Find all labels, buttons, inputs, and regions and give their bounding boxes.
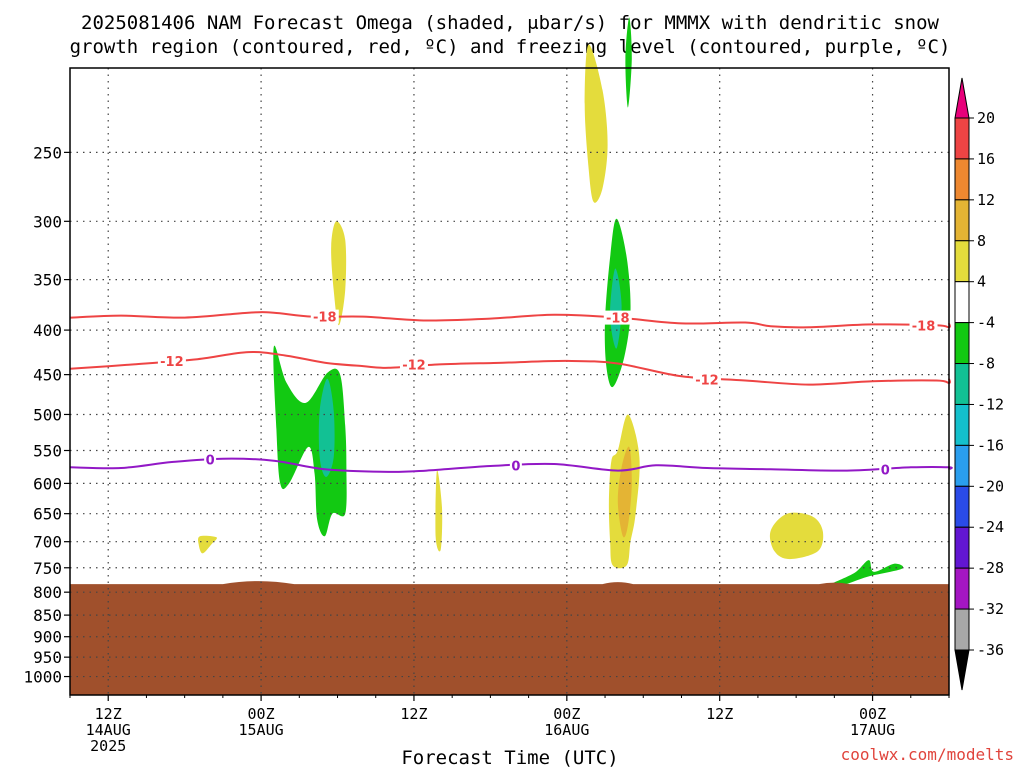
ytick-label-450: 450 (33, 366, 62, 385)
plot-area: -18 -18 -18 -12 -12 -12 0 0 0 (69, 17, 953, 696)
colorbar: 20 16 12 8 4 -4 -8 -12 -16 -20 -24 -28 -32 -36 (954, 77, 1004, 691)
omega-region-7 (625, 17, 632, 108)
xtick-label-36-1: 16AUG (544, 721, 589, 739)
contour-label-bg-8 (509, 458, 522, 473)
colorbar-segment-2 (954, 158, 970, 201)
colorbar-segment-8 (954, 403, 970, 446)
ytick-label-1000: 1000 (23, 668, 62, 687)
colorbar-label-10: -20 (977, 477, 1004, 495)
colorbar-label-3: 12 (977, 191, 995, 209)
chart-title-line-2: growth region (contoured, red, ºC) and f… (70, 36, 951, 58)
colorbar-segment-3 (954, 199, 970, 242)
ytick-label-700: 700 (33, 533, 62, 552)
colorbar-label-11: -24 (977, 518, 1004, 536)
colorbar-segment-9 (954, 444, 970, 487)
colorbar-segment-6 (954, 322, 970, 365)
contour-line-0 (69, 457, 953, 473)
contour-label-bg-6 (692, 372, 721, 387)
colorbar-label-5: 4 (977, 273, 986, 291)
contour-label-8: 0 (511, 459, 520, 474)
ytick-label-850: 850 (33, 606, 62, 625)
ytick-label-750: 750 (33, 559, 62, 578)
contour-line--18 (69, 311, 951, 329)
colorbar-label-12: -28 (977, 559, 1004, 577)
colorbar-segment-11 (954, 526, 970, 569)
ytick-label-650: 650 (33, 505, 62, 524)
ytick-label-800: 800 (33, 583, 62, 602)
ytick-label-900: 900 (33, 628, 62, 647)
contour-label-7: 0 (206, 453, 215, 468)
chart-title-line-1: 2025081406 NAM Forecast Omega (shaded, μ… (81, 12, 939, 34)
xtick-label-48-0: 12Z (706, 705, 733, 723)
ytick-label-500: 500 (33, 405, 62, 424)
terrain-fill (70, 581, 949, 695)
xtick-label-36-0: 00Z (553, 705, 580, 723)
omega-region-12 (769, 512, 824, 560)
contour-label-bg-5 (399, 357, 428, 372)
contour-label-bg-1 (310, 309, 339, 324)
colorbar-label-6: -4 (977, 314, 995, 332)
xtick-label-0-0: 12Z (95, 705, 122, 723)
contour-label-bg-3 (909, 318, 938, 333)
xtick-label-12-1: 15AUG (239, 721, 284, 739)
colorbar-label-13: -32 (977, 600, 1004, 618)
xtick-label-0-1: 14AUG (86, 721, 131, 739)
colorbar-segment-7 (954, 363, 970, 405)
contour-label-bg-7 (204, 452, 217, 467)
xtick-label-0-2: 2025 (90, 737, 126, 755)
contour-label-2: -18 (606, 312, 630, 327)
omega-shading (198, 17, 904, 586)
omega-region-9 (610, 268, 622, 349)
ytick-label-250: 250 (33, 143, 62, 162)
colorbar-segment-5 (954, 281, 970, 324)
ytick-label-350: 350 (33, 271, 62, 290)
colorbar-label-7: -8 (977, 355, 995, 373)
omega-region-6 (584, 44, 608, 203)
contour-label-9: 0 (881, 463, 890, 478)
colorbar-segment-12 (954, 567, 970, 610)
contour-label-1: -18 (313, 311, 337, 326)
ytick-label-600: 600 (33, 474, 62, 493)
contour-label-5: -12 (402, 358, 426, 373)
plot-frame (69, 67, 950, 696)
contour-label-bg-9 (879, 462, 892, 477)
contour-label-6: -12 (695, 374, 719, 389)
ytick-label-300: 300 (33, 212, 62, 231)
ytick-label-950: 950 (33, 648, 62, 667)
y-axis-ticks: 250 300 350 400 450 500 550 600 650 700 750 800 850 9… (23, 143, 70, 687)
contour-label-4: -12 (160, 355, 184, 370)
omega-region-13 (831, 560, 904, 586)
colorbar-label-2: 16 (977, 150, 995, 168)
omega-region-4 (198, 535, 217, 554)
colorbar-label-9: -16 (977, 436, 1004, 454)
colorbar-label-8: -12 (977, 395, 1004, 413)
omega-region-5 (435, 470, 443, 552)
colorbar-label-1: 20 (977, 109, 995, 127)
ytick-label-400: 400 (33, 321, 62, 340)
colorbar-top-arrow (954, 77, 970, 119)
xtick-label-24-0: 12Z (400, 705, 427, 723)
colorbar-label-14: -36 (977, 641, 1004, 659)
x-axis-label: Forecast Time (UTC) (401, 747, 618, 768)
colorbar-segment-13 (954, 608, 970, 651)
omega-region-1 (331, 221, 347, 326)
colorbar-segment-10 (954, 485, 970, 528)
contour-label-bg-2 (603, 310, 632, 325)
contour-label-3: -18 (912, 319, 936, 334)
ytick-label-550: 550 (33, 442, 62, 461)
colorbar-segment-4 (954, 240, 970, 283)
contour-label-bg-4 (157, 353, 186, 368)
xtick-label-60-1: 17AUG (850, 721, 895, 739)
colorbar-label-4: 8 (977, 232, 986, 250)
omega-region-3 (318, 378, 335, 477)
xtick-label-60-0: 00Z (859, 705, 886, 723)
colorbar-bottom-arrow (954, 649, 970, 691)
temperature-contours: -18 -18 -18 -12 -12 -12 0 0 0 (69, 309, 953, 478)
contour-line--12 (69, 351, 951, 386)
colorbar-segment-1 (954, 117, 970, 160)
xtick-label-12-0: 00Z (248, 705, 275, 723)
credit-text: coolwx.com/modelts (841, 745, 1014, 764)
